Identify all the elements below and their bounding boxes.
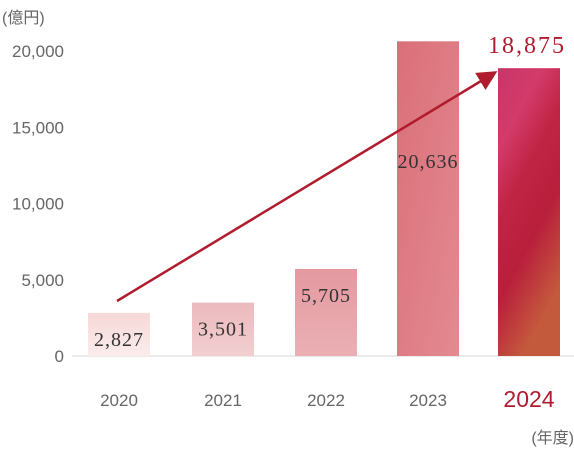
value-label-2021: 3,501 (198, 319, 248, 341)
y-tick-label: 10,000 (12, 195, 64, 214)
bar-2021 (192, 302, 254, 356)
y-tick-label: 20,000 (12, 42, 64, 61)
value-label-2024: 18,875 (488, 33, 566, 59)
x-tick-label-2020: 2020 (100, 391, 138, 410)
value-label-2022: 5,705 (301, 285, 351, 307)
y-unit-label: (億円) (2, 9, 45, 27)
bar-2022 (295, 268, 357, 356)
bar-2023 (397, 41, 459, 357)
value-label-2023: 20,636 (398, 151, 459, 173)
bar-2020 (88, 312, 150, 356)
value-label-2020: 2,827 (94, 329, 144, 351)
x-unit-label: (年度) (531, 429, 574, 447)
x-tick-label-2023: 2023 (409, 391, 447, 410)
y-tick-label: 15,000 (12, 118, 64, 137)
y-tick-label: 0 (55, 347, 64, 366)
bar-2024 (498, 68, 560, 356)
x-tick-label-2021: 2021 (204, 391, 242, 410)
x-tick-label-2022: 2022 (307, 391, 345, 410)
x-tick-label-2024: 2024 (503, 386, 554, 412)
trend-arrow (116, 71, 498, 303)
y-tick-label: 5,000 (21, 271, 64, 290)
